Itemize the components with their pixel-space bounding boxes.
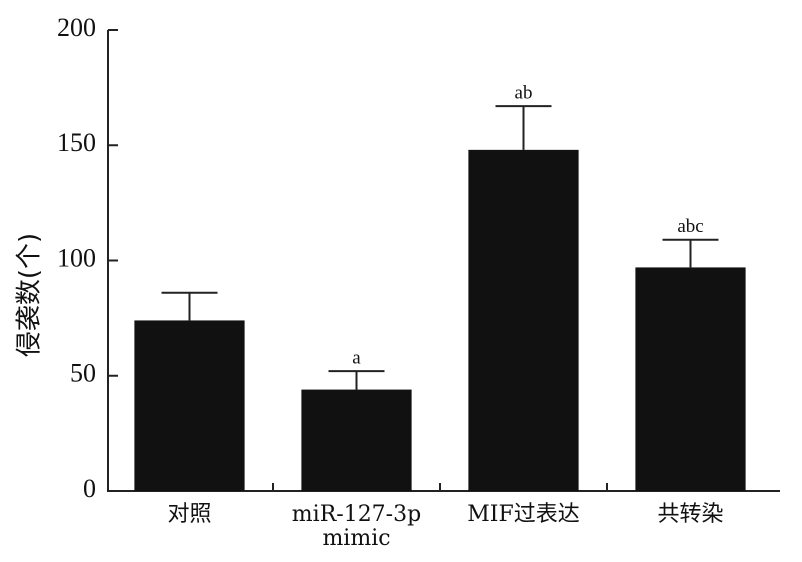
bar	[134, 320, 245, 491]
x-tick-label: 对照	[167, 502, 211, 527]
significance-label: a	[352, 347, 361, 368]
y-tick-label: 150	[57, 128, 96, 157]
y-tick-label: 50	[70, 359, 96, 388]
y-axis-title: 侵袭数(个)	[15, 233, 45, 357]
y-tick-label: 0	[83, 474, 96, 503]
x-tick-label: MIF过表达	[467, 502, 579, 527]
significance-label: ab	[515, 82, 533, 103]
y-tick-label: 200	[57, 13, 96, 42]
bar	[635, 267, 746, 491]
bar	[468, 149, 579, 492]
y-tick-label: 100	[57, 243, 96, 272]
significance-label: abc	[677, 216, 703, 237]
x-tick-label: miR-127-3p mimic	[292, 502, 421, 551]
x-tick-label: 共转染	[657, 502, 723, 527]
bar	[301, 389, 412, 491]
